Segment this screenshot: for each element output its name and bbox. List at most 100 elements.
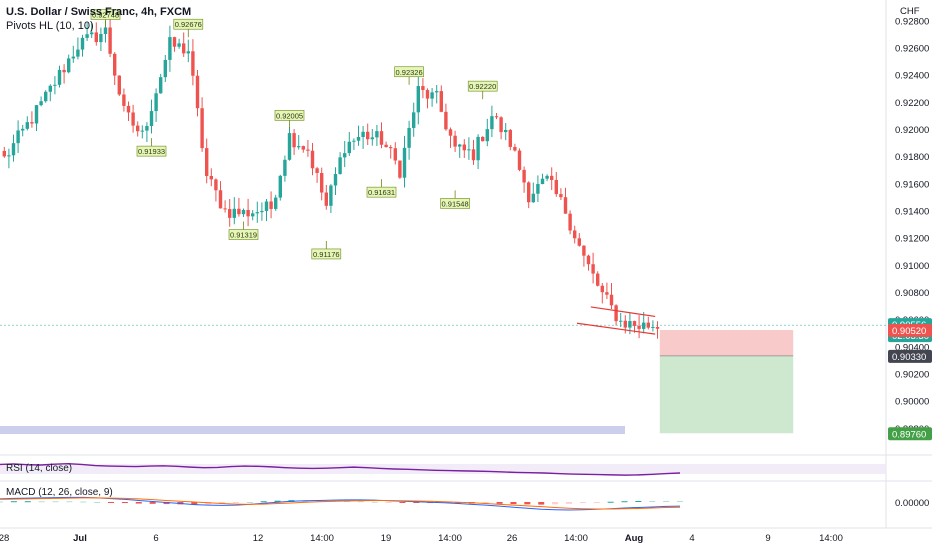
candle-body bbox=[596, 273, 600, 286]
macd-hist-bar bbox=[80, 501, 87, 503]
candle bbox=[287, 127, 292, 161]
pivot-value: 0.92748 bbox=[92, 10, 119, 19]
candle-body bbox=[568, 213, 572, 231]
candle-body bbox=[310, 150, 315, 169]
candle bbox=[458, 143, 462, 158]
candle-body bbox=[80, 37, 85, 50]
candle-body bbox=[320, 172, 324, 193]
candle-body bbox=[522, 169, 526, 183]
candle bbox=[62, 64, 66, 84]
pivot-box bbox=[274, 110, 305, 121]
candle bbox=[39, 96, 43, 107]
candle-body bbox=[352, 140, 356, 142]
entry-price-badge bbox=[888, 324, 932, 338]
candle-body bbox=[25, 122, 29, 129]
candle bbox=[297, 135, 301, 150]
candle bbox=[600, 282, 604, 304]
candle-body bbox=[315, 168, 319, 173]
candle bbox=[182, 32, 186, 57]
pivot-low: 0.91176 bbox=[311, 240, 342, 260]
candle bbox=[407, 120, 411, 160]
candle bbox=[251, 210, 255, 221]
candle-body bbox=[563, 197, 568, 214]
candle bbox=[485, 118, 489, 147]
candle bbox=[301, 145, 305, 153]
x-tick-label: 26 bbox=[507, 533, 518, 544]
macd-hist-bar bbox=[121, 502, 128, 504]
macd-hist-bar bbox=[108, 502, 115, 503]
candle-body bbox=[577, 238, 581, 246]
y-tick-label: 0.90800 bbox=[895, 288, 929, 299]
candle-body bbox=[154, 93, 158, 112]
candle-body bbox=[435, 91, 439, 93]
candle bbox=[545, 174, 549, 182]
candle-body bbox=[172, 37, 177, 47]
macd-hist-bar bbox=[232, 502, 239, 504]
candle bbox=[264, 199, 269, 222]
macd-hist-bar bbox=[246, 502, 253, 503]
candle bbox=[361, 126, 365, 149]
candle-body bbox=[53, 84, 57, 86]
candle bbox=[269, 191, 273, 219]
candle-body bbox=[471, 149, 476, 161]
candle bbox=[71, 45, 75, 63]
candle bbox=[260, 202, 264, 221]
candle-body bbox=[402, 147, 407, 178]
candle bbox=[379, 122, 384, 149]
candle bbox=[223, 200, 227, 213]
candle-body bbox=[416, 86, 420, 113]
macd-hist-bar bbox=[274, 500, 281, 502]
candle-body bbox=[205, 148, 209, 176]
candle-body bbox=[545, 175, 549, 179]
flag-upper-line bbox=[590, 306, 656, 318]
candle bbox=[241, 208, 246, 217]
candle-body bbox=[16, 130, 20, 144]
candle-body bbox=[504, 129, 508, 133]
candle-body bbox=[214, 179, 218, 191]
candle bbox=[117, 75, 121, 97]
candle bbox=[209, 168, 213, 187]
candle-body bbox=[103, 27, 108, 34]
candle-body bbox=[439, 91, 443, 112]
macd-hist-bar bbox=[635, 500, 642, 502]
candle-body bbox=[586, 255, 591, 265]
pivot-high: 0.92220 bbox=[467, 80, 498, 100]
candle bbox=[21, 124, 25, 137]
candle bbox=[343, 141, 347, 168]
pivot-box bbox=[440, 198, 470, 209]
macd-hist-bar bbox=[579, 502, 586, 504]
pivot-value: 0.91933 bbox=[138, 147, 165, 156]
candle bbox=[113, 52, 117, 85]
candle-body bbox=[554, 180, 558, 195]
x-tick-label: 19 bbox=[381, 533, 392, 544]
candle-body bbox=[384, 144, 388, 148]
candle bbox=[448, 127, 453, 148]
candle-body bbox=[126, 105, 131, 113]
pivot-box bbox=[467, 80, 498, 92]
pivot-low: 0.91631 bbox=[366, 179, 397, 198]
candle bbox=[57, 65, 62, 88]
y-tick-label: 0.91000 bbox=[895, 261, 929, 272]
candle-body bbox=[425, 90, 430, 99]
macd-zero-tick: 0.00000 bbox=[895, 498, 929, 509]
candle bbox=[126, 101, 131, 121]
rsi-line bbox=[0, 462, 681, 476]
macd-hist-bar bbox=[621, 501, 628, 503]
candle-body bbox=[582, 245, 586, 256]
pivot-box bbox=[366, 186, 397, 198]
y-tick-label: 0.91600 bbox=[895, 179, 929, 190]
candle bbox=[255, 201, 259, 223]
candle bbox=[237, 197, 241, 217]
candle-body bbox=[324, 192, 328, 206]
candle-body bbox=[269, 201, 273, 209]
candle bbox=[168, 25, 172, 72]
y-tick-label: 0.92000 bbox=[895, 125, 929, 136]
macd-hist-bar bbox=[593, 502, 600, 503]
candle-body bbox=[57, 69, 62, 85]
indicator-label: Pivots HL (10, 10) bbox=[6, 20, 94, 32]
pivot-high: 0.92676 bbox=[173, 18, 204, 38]
macd-hist-bar bbox=[52, 501, 59, 503]
candle-body bbox=[550, 175, 554, 181]
candle-body bbox=[122, 94, 126, 106]
